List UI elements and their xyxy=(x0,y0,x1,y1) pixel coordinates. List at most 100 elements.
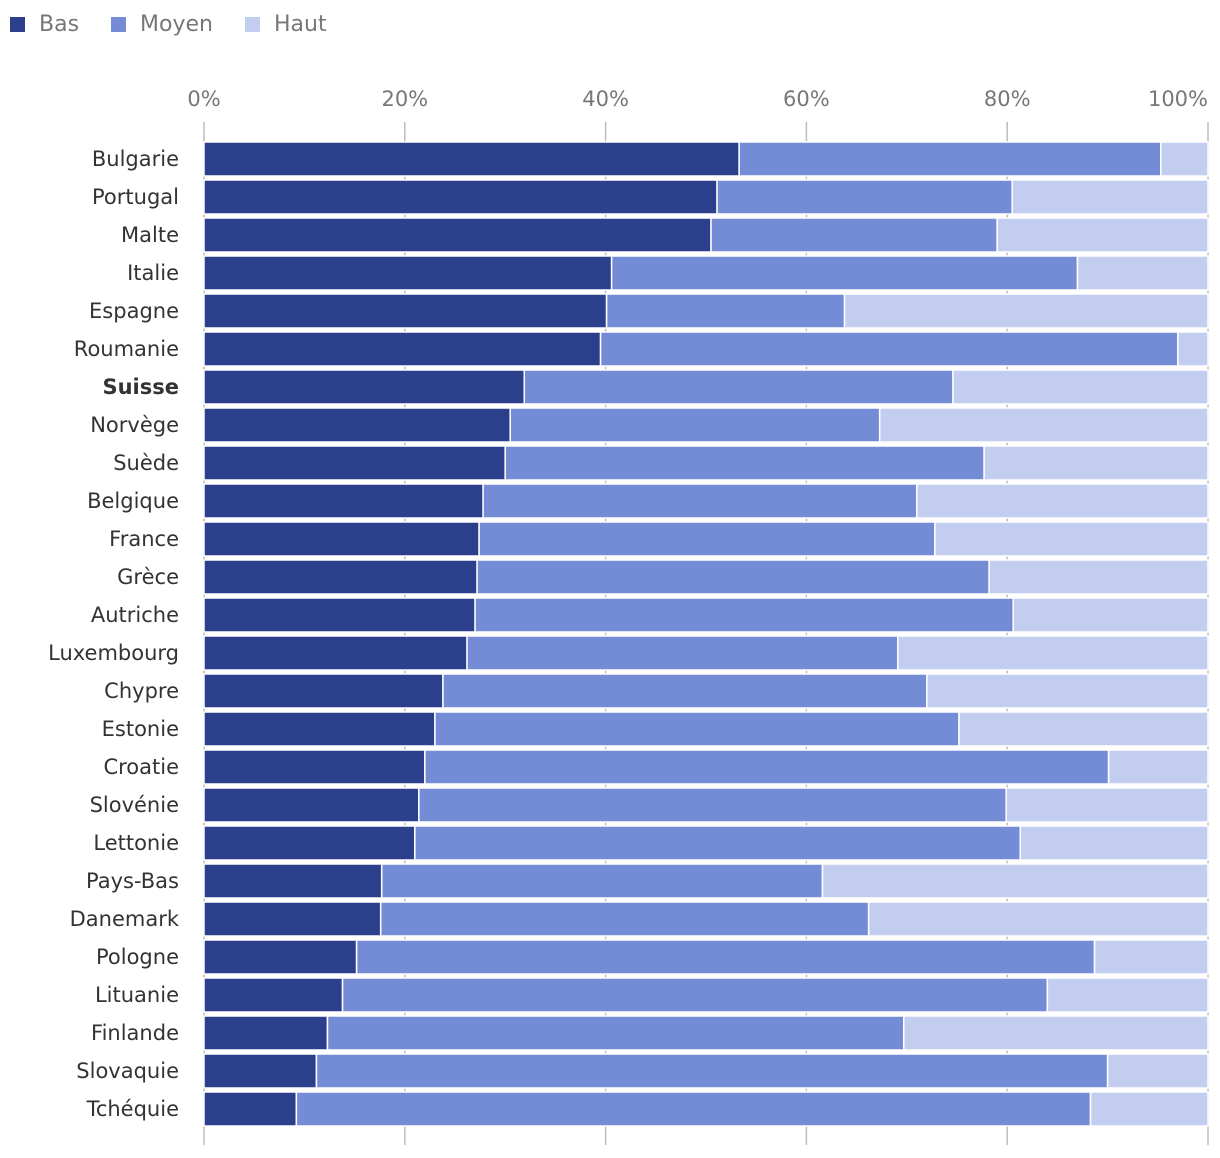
legend-item-bas[interactable]: Bas xyxy=(10,12,79,37)
bar-segment-moyen[interactable] xyxy=(434,711,960,747)
category-label: Chypre xyxy=(104,679,179,703)
bar-segment-bas[interactable] xyxy=(203,1091,298,1127)
category-label: Slovénie xyxy=(90,793,179,817)
bar-segment-haut[interactable] xyxy=(1076,255,1209,291)
bar-segment-moyen[interactable] xyxy=(523,369,954,405)
bar-segment-haut[interactable] xyxy=(1005,787,1209,823)
bar-segment-haut[interactable] xyxy=(996,217,1209,253)
bar-segment-bas[interactable] xyxy=(203,407,511,443)
x-tick-label: 20% xyxy=(381,87,428,111)
bar-segment-moyen[interactable] xyxy=(418,787,1007,823)
bar-segment-moyen[interactable] xyxy=(738,141,1162,177)
bar-segment-moyen[interactable] xyxy=(295,1091,1092,1127)
bar-segment-moyen[interactable] xyxy=(379,901,870,937)
bar-segment-bas[interactable] xyxy=(203,521,480,557)
category-label: Roumanie xyxy=(74,337,179,361)
x-tick-label: 40% xyxy=(582,87,629,111)
bar-segment-bas[interactable] xyxy=(203,559,478,595)
bar-segment-bas[interactable] xyxy=(203,749,426,785)
category-label: Tchéquie xyxy=(86,1097,179,1121)
bar-segment-bas[interactable] xyxy=(203,1015,329,1051)
bar-segment-moyen[interactable] xyxy=(442,673,928,709)
bar-segment-bas[interactable] xyxy=(203,331,602,367)
x-tick-label: 80% xyxy=(984,87,1031,111)
bar-segment-haut[interactable] xyxy=(1107,749,1209,785)
bar-segment-haut[interactable] xyxy=(1012,597,1209,633)
bar-segment-moyen[interactable] xyxy=(355,939,1096,975)
bar-segment-moyen[interactable] xyxy=(605,293,846,329)
bar-segment-haut[interactable] xyxy=(916,483,1209,519)
bar-segment-moyen[interactable] xyxy=(341,977,1049,1013)
bar-segment-bas[interactable] xyxy=(203,483,484,519)
bar-segment-haut[interactable] xyxy=(867,901,1209,937)
bar-segment-haut[interactable] xyxy=(934,521,1209,557)
bar-segment-haut[interactable] xyxy=(983,445,1209,481)
bar-segment-moyen[interactable] xyxy=(710,217,998,253)
bar-segment-moyen[interactable] xyxy=(478,521,936,557)
bar-segment-moyen[interactable] xyxy=(504,445,985,481)
bar-segment-haut[interactable] xyxy=(1106,1053,1209,1089)
bar-segment-bas[interactable] xyxy=(203,255,613,291)
bar-segment-haut[interactable] xyxy=(897,635,1209,671)
category-label: Grèce xyxy=(117,565,179,589)
bar-segment-haut[interactable] xyxy=(1160,141,1209,177)
x-axis-ticks: 0% 20% 40% 60% 80% 100% xyxy=(187,87,1208,111)
bar-segment-haut[interactable] xyxy=(1093,939,1209,975)
bar-segment-bas[interactable] xyxy=(203,711,436,747)
bar-segment-bas[interactable] xyxy=(203,901,382,937)
bar-segment-moyen[interactable] xyxy=(380,863,824,899)
legend-swatch-bas xyxy=(10,17,25,32)
legend-item-moyen[interactable]: Moyen xyxy=(111,12,213,37)
bar-segment-bas[interactable] xyxy=(203,635,468,671)
category-label: Norvège xyxy=(90,413,179,437)
bar-segment-moyen[interactable] xyxy=(482,483,918,519)
legend-label-moyen: Moyen xyxy=(140,12,213,37)
bar-segment-bas[interactable] xyxy=(203,939,358,975)
bar-segment-moyen[interactable] xyxy=(466,635,899,671)
bar-segment-moyen[interactable] xyxy=(424,749,1110,785)
bar-segment-haut[interactable] xyxy=(926,673,1209,709)
bar-segment-haut[interactable] xyxy=(903,1015,1209,1051)
x-tick-label: 0% xyxy=(187,87,220,111)
bar-segment-haut[interactable] xyxy=(843,293,1209,329)
bar-segment-bas[interactable] xyxy=(203,293,608,329)
bar-segment-bas[interactable] xyxy=(203,673,444,709)
bar-segment-moyen[interactable] xyxy=(474,597,1014,633)
bar-segment-moyen[interactable] xyxy=(716,179,1013,215)
bar-segment-haut[interactable] xyxy=(1046,977,1209,1013)
bar-segment-haut[interactable] xyxy=(1177,331,1209,367)
legend-item-haut[interactable]: Haut xyxy=(245,12,327,37)
bar-segment-haut[interactable] xyxy=(958,711,1209,747)
bar-segment-moyen[interactable] xyxy=(476,559,990,595)
bar-segment-haut[interactable] xyxy=(952,369,1209,405)
bar-segment-moyen[interactable] xyxy=(509,407,881,443)
bar-segment-bas[interactable] xyxy=(203,863,383,899)
bar-segment-haut[interactable] xyxy=(988,559,1209,595)
bar-segment-haut[interactable] xyxy=(878,407,1209,443)
bar-segment-bas[interactable] xyxy=(203,369,526,405)
category-label: Finlande xyxy=(91,1021,179,1045)
bar-segment-bas[interactable] xyxy=(203,217,712,253)
bar-segment-moyen[interactable] xyxy=(610,255,1079,291)
bar-segment-bas[interactable] xyxy=(203,597,476,633)
bar-segment-haut[interactable] xyxy=(1019,825,1209,861)
bar-segment-haut[interactable] xyxy=(1011,179,1209,215)
legend-label-haut: Haut xyxy=(274,12,327,37)
x-tick-label: 100% xyxy=(1148,87,1208,111)
bar-segment-moyen[interactable] xyxy=(414,825,1022,861)
bar-segment-bas[interactable] xyxy=(203,445,506,481)
bar-segment-bas[interactable] xyxy=(203,825,416,861)
bar-segment-haut[interactable] xyxy=(821,863,1209,899)
bar-segment-bas[interactable] xyxy=(203,1053,318,1089)
bar-segment-bas[interactable] xyxy=(203,787,420,823)
bar-segment-bas[interactable] xyxy=(203,179,718,215)
category-label: Belgique xyxy=(87,489,179,513)
category-label: Suisse xyxy=(102,375,179,399)
bar-segment-bas[interactable] xyxy=(203,977,344,1013)
bar-segment-moyen[interactable] xyxy=(599,331,1179,367)
bar-segment-haut[interactable] xyxy=(1089,1091,1209,1127)
bar-segment-moyen[interactable] xyxy=(326,1015,905,1051)
bar-segment-bas[interactable] xyxy=(203,141,740,177)
bar-segment-moyen[interactable] xyxy=(315,1053,1109,1089)
